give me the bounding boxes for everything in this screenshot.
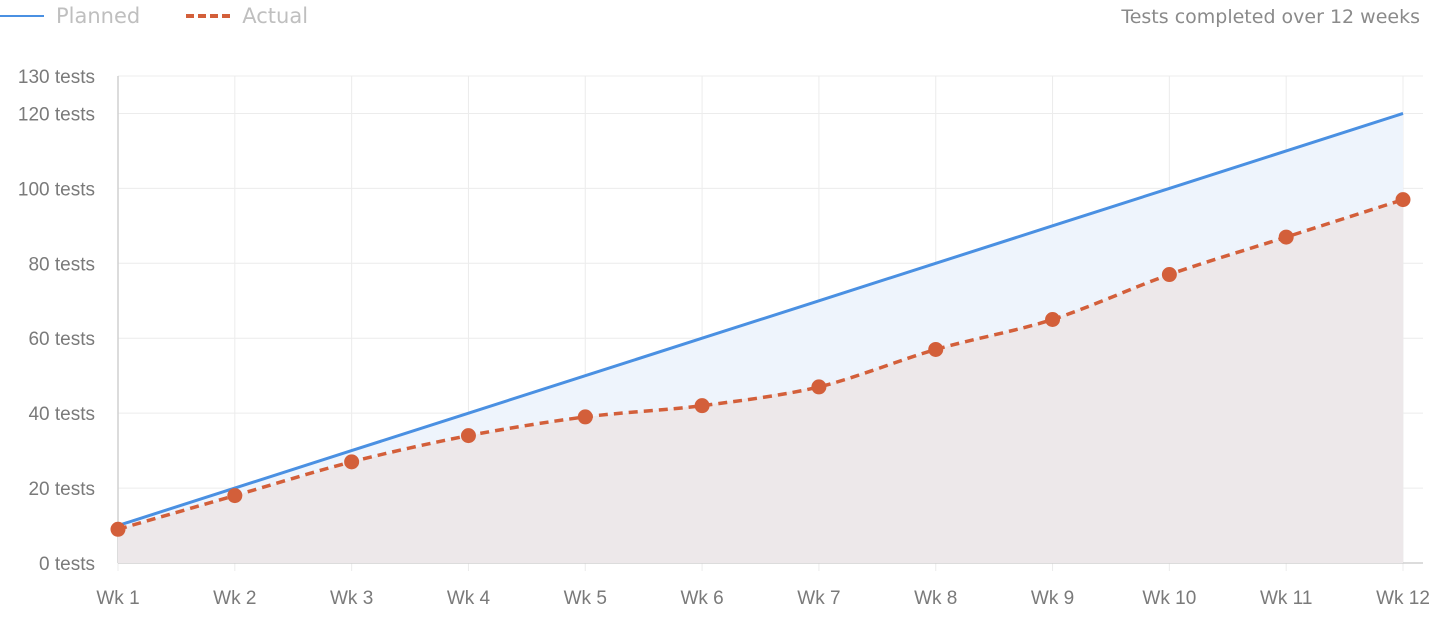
y-tick-label: 40 tests xyxy=(28,404,95,425)
actual-point xyxy=(344,454,360,470)
x-tick-label: Wk 2 xyxy=(213,588,256,609)
y-tick-label: 20 tests xyxy=(28,479,95,500)
x-tick-label: Wk 12 xyxy=(1376,588,1430,609)
x-tick-label: Wk 5 xyxy=(564,588,607,609)
x-tick-label: Wk 11 xyxy=(1260,588,1312,609)
actual-point xyxy=(227,488,243,504)
x-tick-label: Wk 8 xyxy=(914,588,957,609)
legend-swatch-planned xyxy=(0,15,44,17)
actual-point xyxy=(1395,192,1411,208)
actual-point xyxy=(1045,312,1061,327)
legend: Planned Actual xyxy=(0,4,354,28)
actual-point xyxy=(460,428,476,444)
y-tick-label: 0 tests xyxy=(39,554,95,575)
actual-point xyxy=(928,341,944,357)
chart-caption: Tests completed over 12 weeks xyxy=(1121,6,1420,28)
legend-label-actual: Actual xyxy=(242,4,309,28)
x-tick-label: Wk 7 xyxy=(797,588,840,609)
legend-item-actual[interactable]: Actual xyxy=(186,4,308,28)
y-tick-label: 80 tests xyxy=(28,254,95,275)
x-tick-label: Wk 6 xyxy=(680,588,723,609)
x-tick-label: Wk 10 xyxy=(1142,588,1196,609)
x-tick-label: Wk 1 xyxy=(96,588,139,609)
legend-label-planned: Planned xyxy=(56,4,141,28)
y-tick-label: 60 tests xyxy=(28,329,95,350)
x-tick-label: Wk 9 xyxy=(1031,588,1074,609)
actual-point xyxy=(577,409,593,425)
actual-area xyxy=(118,199,1403,563)
planned-series-line xyxy=(117,112,1404,527)
actual-series-line xyxy=(117,197,1404,531)
chart-header: Planned Actual Tests completed over 12 w… xyxy=(0,0,1440,40)
actual-point xyxy=(811,379,827,395)
legend-swatch-actual xyxy=(186,14,231,18)
y-tick-label: 120 tests xyxy=(18,104,95,125)
y-tick-label: 100 tests xyxy=(18,179,95,200)
actual-point xyxy=(1278,229,1294,245)
actual-point xyxy=(110,521,126,537)
actual-point xyxy=(1161,267,1177,283)
x-tick-label: Wk 3 xyxy=(330,588,373,609)
x-tick-label: Wk 4 xyxy=(447,588,491,609)
actual-point xyxy=(694,398,710,414)
y-tick-label: 130 tests xyxy=(18,67,95,88)
legend-item-planned[interactable]: Planned xyxy=(0,4,140,28)
